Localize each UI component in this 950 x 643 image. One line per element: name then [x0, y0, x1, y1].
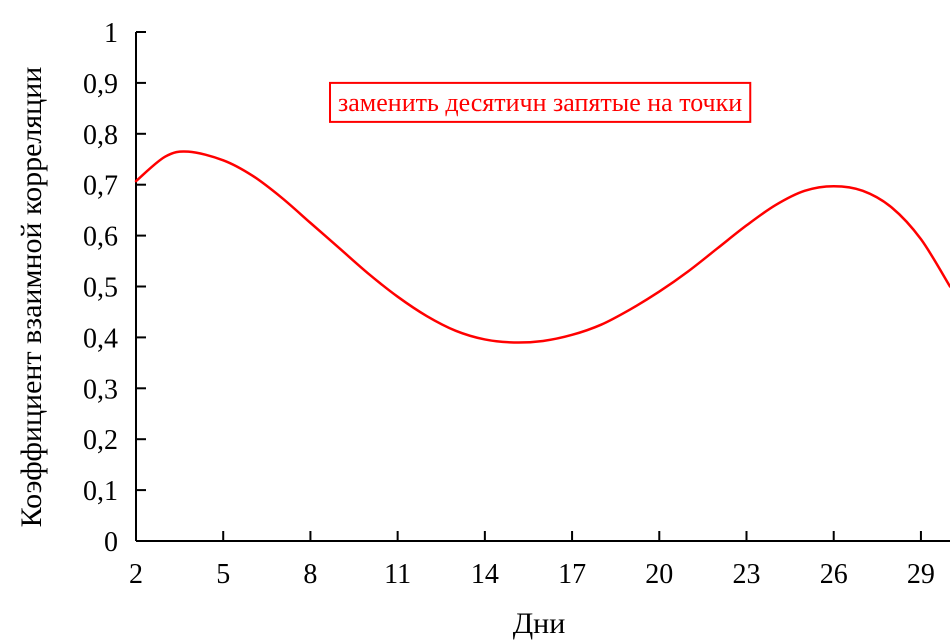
- x-tick-label: 26: [820, 559, 848, 590]
- x-tick-label: 2: [129, 559, 143, 590]
- x-tick-label: 11: [384, 559, 411, 590]
- y-tick-label: 1: [104, 18, 118, 49]
- annotation-layer: заменить десятичн запятые на точки: [329, 81, 752, 123]
- x-tick-label: 23: [733, 559, 761, 590]
- y-tick-label: 0,7: [83, 171, 118, 202]
- y-axis-title: Коэффициент взаимной корреляции: [15, 67, 48, 528]
- x-tick-label: 14: [471, 559, 499, 590]
- x-tick-label: 17: [558, 559, 586, 590]
- annotation-text: заменить десятичн запятые на точки: [338, 88, 742, 117]
- y-tick-label: 0,1: [83, 476, 118, 507]
- series-layer: [134, 150, 950, 344]
- x-tick-label: 8: [303, 559, 317, 590]
- y-tick-label: 0,6: [83, 222, 118, 253]
- x-tick-label: 5: [216, 559, 230, 590]
- x-tick-label: 29: [907, 559, 935, 590]
- y-tick-label: 0,2: [83, 425, 118, 456]
- y-tick-label: 0,4: [83, 323, 118, 354]
- x-tick-label: 20: [645, 559, 673, 590]
- ticks: [135, 31, 922, 542]
- series-line-1: [134, 150, 950, 344]
- y-tick-label: 0,5: [83, 273, 118, 304]
- annotation-box: [329, 81, 752, 123]
- y-tick-label: 0,3: [83, 374, 118, 405]
- y-tick-label: 0: [104, 527, 118, 558]
- x-axis-title: Дни: [513, 607, 566, 640]
- y-tick-label: 0,8: [83, 120, 118, 151]
- tick-labels: 0 0,1 0,2 0,3 0,4 0,5 0,6 0,7 0,8 0,9 1 2 5 8 11 14 17 20…: [83, 18, 935, 590]
- y-tick-label: 0,9: [83, 69, 118, 100]
